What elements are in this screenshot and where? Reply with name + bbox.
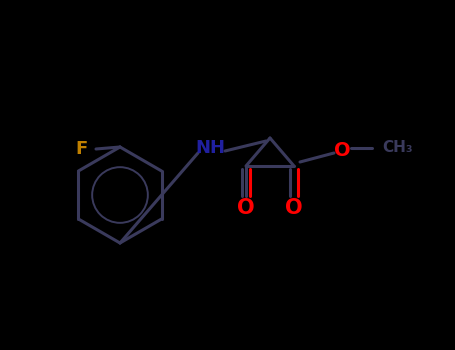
Text: O: O	[237, 198, 255, 218]
Text: O: O	[285, 198, 303, 218]
Text: NH: NH	[195, 139, 225, 157]
Text: CH₃: CH₃	[382, 140, 413, 155]
Text: F: F	[76, 140, 88, 158]
Text: O: O	[334, 140, 350, 160]
